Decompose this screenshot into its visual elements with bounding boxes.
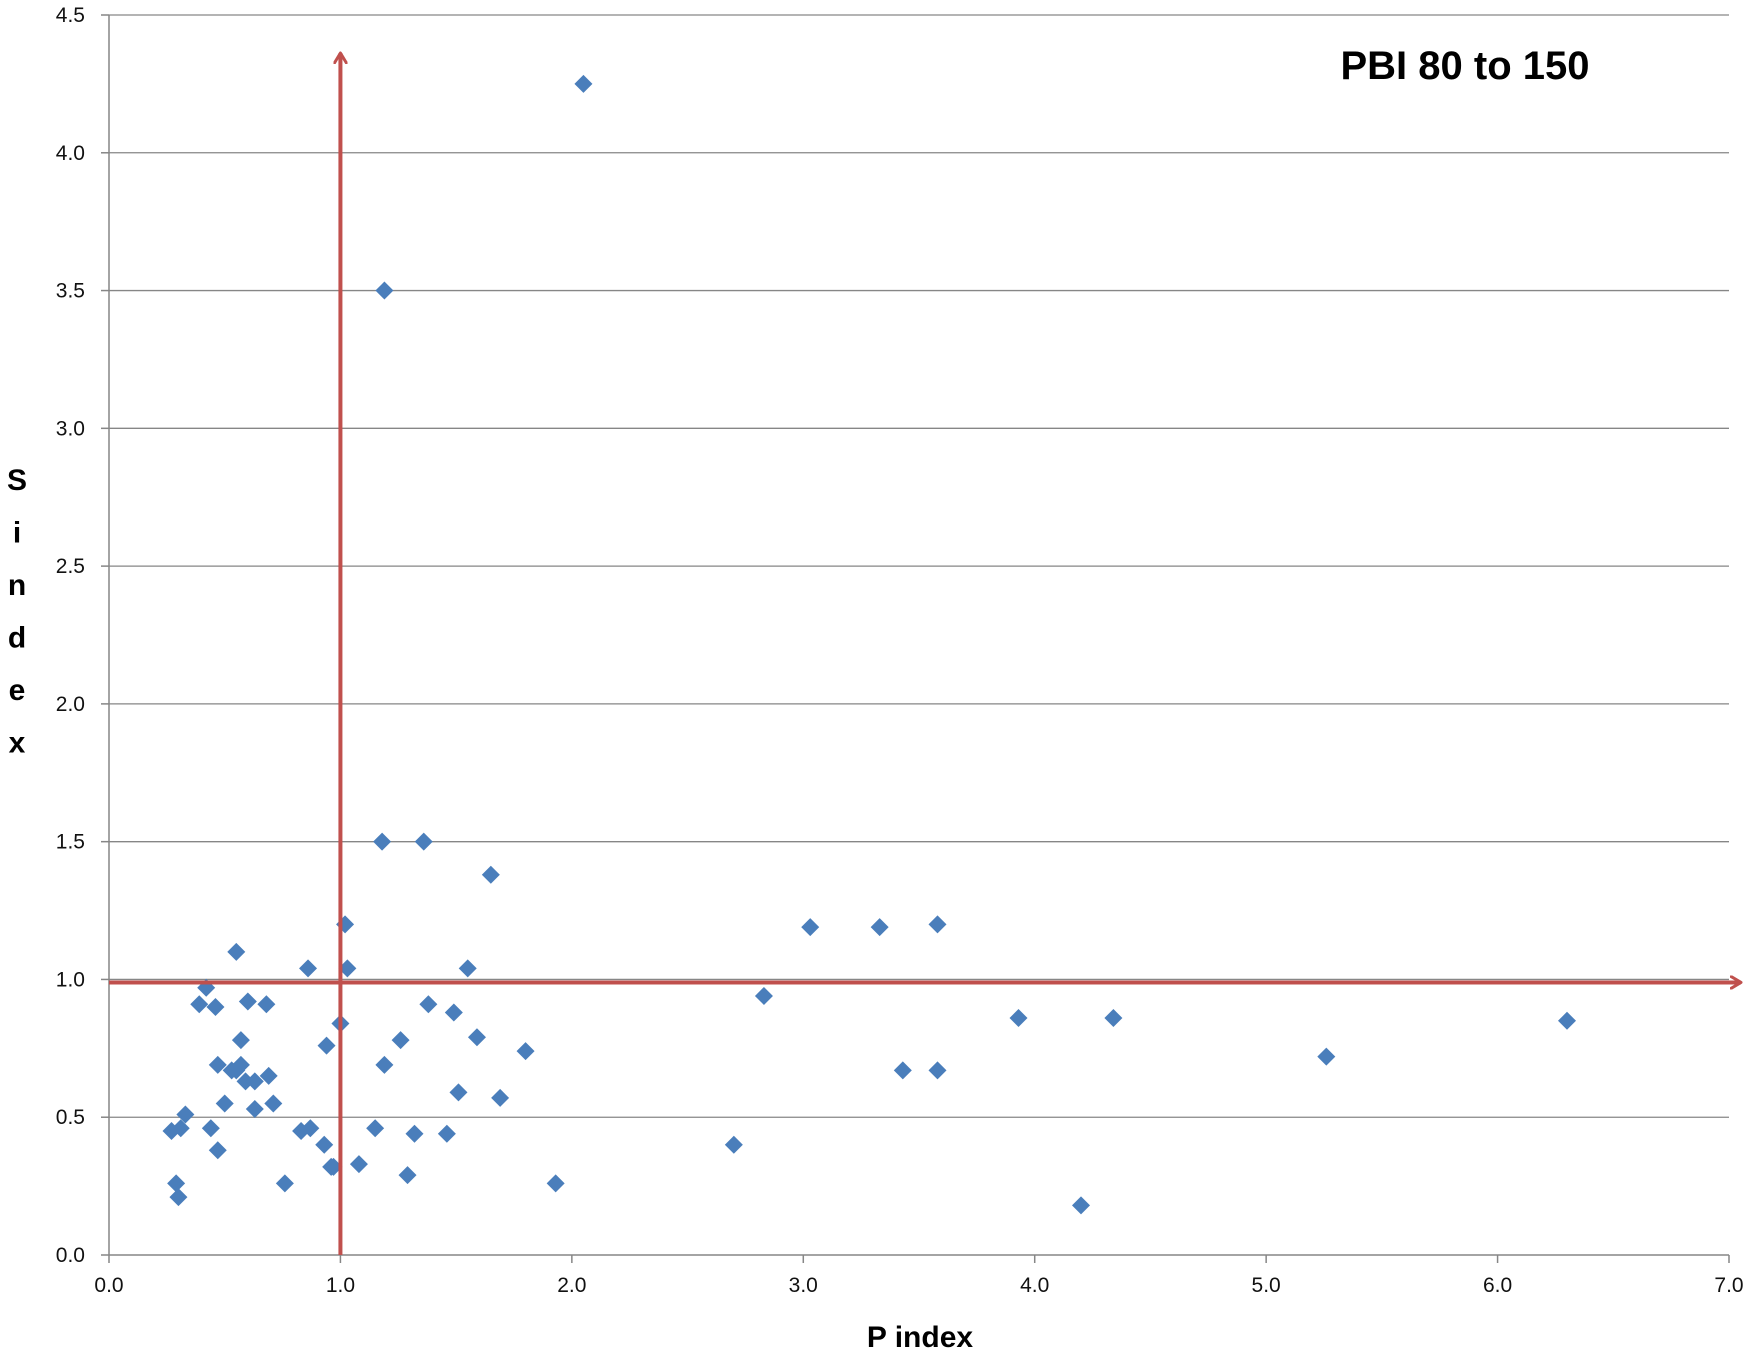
- scatter-points: [162, 74, 1576, 1215]
- data-point: [231, 1031, 250, 1050]
- data-point: [893, 1061, 912, 1080]
- data-point: [264, 1094, 283, 1113]
- y-axis-title-letter: x: [9, 727, 26, 760]
- data-point: [236, 1072, 255, 1091]
- y-tick-label: 2.0: [56, 693, 85, 716]
- y-tick-label: 0.5: [56, 1106, 85, 1129]
- data-point: [458, 959, 477, 978]
- y-tick-label: 1.0: [56, 968, 85, 991]
- y-tick-label: 4.5: [56, 4, 85, 27]
- data-point: [574, 74, 593, 93]
- data-point: [419, 995, 438, 1014]
- data-point: [349, 1155, 368, 1174]
- data-point: [176, 1105, 195, 1124]
- data-point: [1009, 1009, 1028, 1028]
- y-axis-title-letter: n: [8, 569, 26, 602]
- data-point: [449, 1083, 468, 1102]
- data-point: [754, 986, 773, 1005]
- data-point: [414, 832, 433, 851]
- data-point: [171, 1119, 190, 1138]
- x-tick-label: 1.0: [326, 1274, 355, 1297]
- data-point: [516, 1042, 535, 1061]
- x-axis-title: P index: [867, 1321, 973, 1354]
- data-point: [215, 1094, 234, 1113]
- y-tick-label: 2.5: [56, 555, 85, 578]
- data-point: [201, 1119, 220, 1138]
- data-point: [1317, 1047, 1336, 1066]
- data-point: [257, 995, 276, 1014]
- data-point: [546, 1174, 565, 1193]
- chart-annotation: PBI 80 to 150: [1340, 44, 1589, 88]
- x-tick-label: 5.0: [1252, 1274, 1281, 1297]
- y-axis-title-letter: d: [8, 622, 26, 655]
- data-point: [444, 1003, 463, 1022]
- data-point: [317, 1036, 336, 1055]
- data-point: [391, 1031, 410, 1050]
- data-point: [928, 915, 947, 934]
- data-point: [190, 995, 209, 1014]
- axes: [108, 15, 1729, 1256]
- x-tick-label: 4.0: [1020, 1274, 1049, 1297]
- y-tick-label: 3.5: [56, 280, 85, 303]
- data-point: [315, 1135, 334, 1154]
- data-point: [481, 865, 500, 884]
- y-axis-ticks: 0.0 0.5 1.0 1.5 2.0 2.5 3.0 3.5 4.0 4.5: [56, 4, 109, 1267]
- y-axis-title-letter: S: [7, 464, 27, 497]
- data-point: [227, 942, 246, 961]
- data-point: [870, 918, 889, 937]
- data-point: [301, 1119, 320, 1138]
- x-tick-label: 3.0: [789, 1274, 818, 1297]
- data-point: [299, 959, 318, 978]
- data-point: [928, 1061, 947, 1080]
- data-point: [405, 1124, 424, 1143]
- data-point: [208, 1055, 227, 1074]
- data-point: [206, 998, 225, 1016]
- data-point: [437, 1124, 456, 1143]
- data-point: [467, 1028, 486, 1047]
- x-axis-ticks: 0.0 1.0 2.0 3.0 4.0 5.0 6.0 7.0: [94, 1255, 1744, 1297]
- data-point: [491, 1088, 510, 1107]
- data-point: [724, 1135, 743, 1154]
- data-point: [245, 1072, 264, 1091]
- data-point: [1558, 1011, 1576, 1030]
- data-point: [373, 832, 392, 851]
- y-tick-label: 0.0: [56, 1244, 85, 1267]
- y-tick-label: 1.5: [56, 831, 85, 854]
- data-point: [259, 1066, 278, 1085]
- y-tick-label: 3.0: [56, 417, 85, 440]
- data-point: [375, 281, 394, 300]
- x-tick-label: 0.0: [94, 1274, 123, 1297]
- y-axis-title-letter: e: [9, 674, 26, 707]
- data-point: [375, 1055, 394, 1074]
- data-point: [1072, 1196, 1090, 1215]
- x-tick-label: 6.0: [1483, 1274, 1512, 1297]
- data-point: [1104, 1009, 1123, 1028]
- data-point: [366, 1119, 385, 1138]
- data-point: [801, 918, 820, 937]
- x-tick-label: 7.0: [1714, 1274, 1743, 1297]
- data-point: [231, 1055, 250, 1074]
- y-axis-title-letter: i: [13, 517, 21, 550]
- data-point: [398, 1166, 417, 1185]
- x-tick-label: 2.0: [557, 1274, 586, 1297]
- data-point: [275, 1174, 294, 1193]
- data-point: [167, 1174, 186, 1193]
- data-point: [324, 1157, 343, 1176]
- gridlines: [109, 14, 1729, 1118]
- data-point: [245, 1099, 264, 1118]
- data-point: [338, 959, 357, 978]
- data-point: [169, 1188, 188, 1207]
- data-point: [238, 992, 257, 1011]
- data-point: [208, 1141, 227, 1160]
- reference-arrows: [109, 53, 1741, 1255]
- y-tick-label: 4.0: [56, 142, 85, 165]
